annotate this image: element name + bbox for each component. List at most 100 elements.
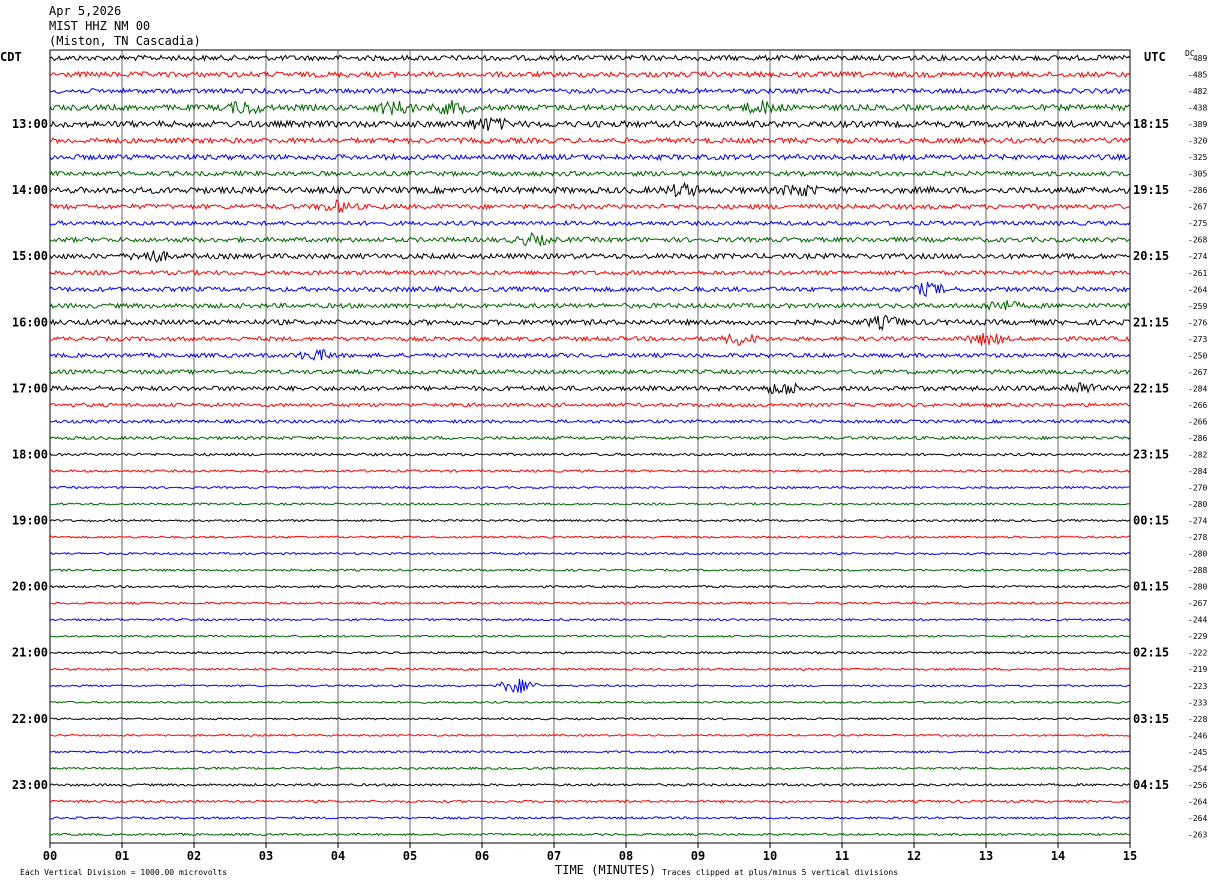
dc-offset-label: -286	[1188, 186, 1207, 195]
x-tick-label: 13	[979, 849, 993, 863]
left-hour-label: 15:00	[12, 249, 48, 263]
seismic-trace	[49, 617, 1131, 622]
dc-offset-label: -223	[1188, 682, 1207, 691]
seismic-trace	[49, 816, 1131, 820]
dc-offset-label: -273	[1188, 335, 1207, 344]
seismic-trace	[49, 584, 1130, 589]
x-tick-label: 06	[475, 849, 489, 863]
dc-offset-label: -274	[1188, 517, 1207, 526]
left-hour-label: 16:00	[12, 315, 48, 329]
dc-offset-label: -305	[1188, 170, 1207, 179]
left-hour-label: 17:00	[12, 381, 48, 395]
dc-offset-label: -485	[1188, 71, 1207, 80]
seismic-trace	[49, 418, 1131, 425]
seismic-trace	[49, 782, 1131, 787]
right-hour-label: 01:15	[1133, 580, 1169, 594]
scale-note: Each Vertical Division = 1000.00 microvo…	[20, 868, 228, 877]
seismic-trace	[49, 435, 1131, 441]
dc-offset-label: -228	[1188, 715, 1207, 724]
right-hour-label: 04:15	[1133, 778, 1169, 792]
left-hour-label: 22:00	[12, 712, 48, 726]
dc-offset-label: -219	[1188, 665, 1207, 674]
left-hour-label: 21:00	[12, 646, 48, 660]
dc-offset-label: -254	[1188, 764, 1207, 773]
dc-offset-label: -274	[1188, 252, 1207, 261]
x-tick-label: 08	[619, 849, 633, 863]
dc-offset-label: -320	[1188, 137, 1207, 146]
seismic-trace	[49, 348, 1131, 361]
dc-offset-label: -489	[1188, 54, 1207, 63]
dc-offset-label: -266	[1188, 401, 1207, 410]
dc-offset-label: -438	[1188, 104, 1207, 113]
seismic-trace	[49, 250, 1131, 263]
x-tick-label: 03	[259, 849, 273, 863]
dc-offset-label: -261	[1188, 269, 1207, 278]
seismic-trace	[49, 300, 1131, 312]
dc-offset-label: -270	[1188, 484, 1207, 493]
x-tick-label: 05	[403, 849, 417, 863]
dc-offset-label: -276	[1188, 318, 1207, 327]
seismic-trace	[49, 700, 1131, 704]
seismic-trace	[49, 100, 1131, 116]
dc-offset-label: -222	[1188, 649, 1207, 658]
left-hour-label: 20:00	[12, 580, 48, 594]
dc-label: DC	[1185, 49, 1195, 58]
seismic-trace	[49, 136, 1131, 145]
dc-offset-label: -246	[1188, 731, 1207, 740]
seismic-trace	[49, 678, 1131, 693]
x-tick-label: 11	[835, 849, 849, 863]
right-hour-label: 20:15	[1133, 249, 1169, 263]
seismic-trace	[49, 169, 1131, 178]
dc-offset-label: -267	[1188, 599, 1207, 608]
right-hour-label: 18:15	[1133, 117, 1169, 131]
x-tick-label: 10	[763, 849, 777, 863]
x-tick-label: 15	[1123, 849, 1137, 863]
seismic-trace	[49, 667, 1131, 671]
right-hour-label: 22:15	[1133, 381, 1169, 395]
seismic-trace	[49, 485, 1131, 490]
right-hour-label: 19:15	[1133, 183, 1169, 197]
x-tick-label: 04	[331, 849, 345, 863]
seismic-trace	[49, 219, 1131, 227]
seismic-trace	[49, 332, 1131, 346]
dc-offset-label: -266	[1188, 417, 1207, 426]
seismic-trace	[49, 53, 1131, 63]
seismic-trace	[49, 766, 1131, 771]
seismic-trace	[49, 281, 1131, 297]
seismic-trace	[50, 601, 1131, 606]
seismic-trace	[49, 502, 1131, 506]
clip-note: Traces clipped at plus/minus 5 vertical …	[662, 868, 899, 877]
seismic-trace	[49, 733, 1131, 737]
dc-offset-label: -256	[1188, 781, 1207, 790]
dc-offset-label: -286	[1188, 434, 1207, 443]
dc-offset-label: -244	[1188, 616, 1207, 625]
seismic-trace	[49, 452, 1131, 457]
seismic-trace	[49, 650, 1131, 655]
seismic-trace	[50, 717, 1131, 721]
seismic-trace	[49, 199, 1131, 213]
dc-offset-label: -233	[1188, 698, 1207, 707]
x-tick-label: 00	[43, 849, 57, 863]
left-hour-label: 14:00	[12, 183, 48, 197]
dc-offset-label: -267	[1188, 368, 1207, 377]
x-tick-label: 09	[691, 849, 705, 863]
dc-offset-label: -263	[1188, 830, 1207, 839]
plot-frame	[49, 49, 1131, 844]
dc-offset-label: -325	[1188, 153, 1207, 162]
dc-offset-label: -275	[1188, 219, 1207, 228]
seismic-trace	[49, 231, 1131, 247]
left-timezone-label: CDT	[0, 50, 22, 64]
dc-offset-label: -264	[1188, 285, 1207, 294]
seismic-trace	[49, 749, 1131, 754]
x-tick-label: 02	[187, 849, 201, 863]
right-hour-label: 03:15	[1133, 712, 1169, 726]
right-hour-label: 21:15	[1133, 315, 1169, 329]
seismic-trace	[49, 152, 1131, 162]
x-tick-label: 12	[907, 849, 921, 863]
dc-offset-label: -284	[1188, 467, 1207, 476]
x-tick-label: 07	[547, 849, 561, 863]
plot-station: MIST HHZ NM 00	[49, 19, 151, 33]
plot-date: Apr 5,2026	[49, 4, 122, 18]
dc-offset-label: -280	[1188, 550, 1207, 559]
